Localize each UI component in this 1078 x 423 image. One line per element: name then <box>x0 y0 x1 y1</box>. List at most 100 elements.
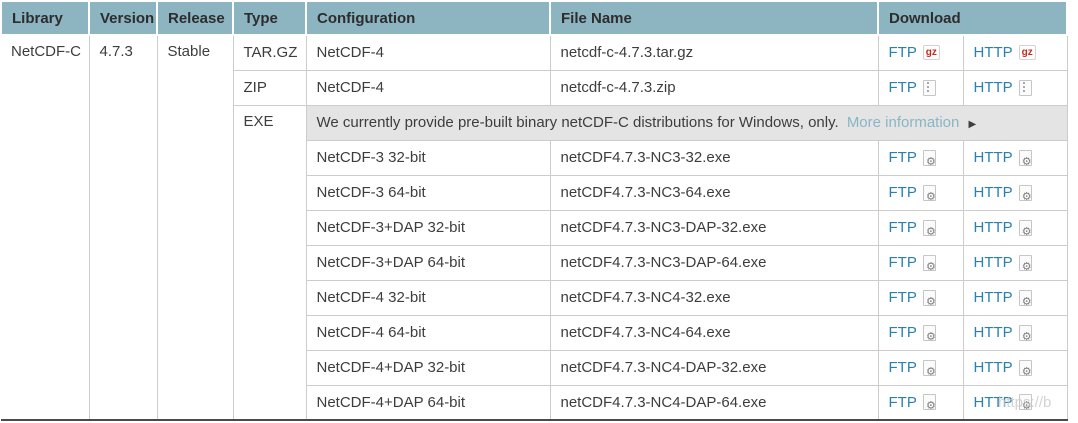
ftp-link[interactable]: FTP <box>888 324 936 343</box>
table-row: NetCDF-C 4.7.3 Stable TAR.GZ NetCDF-4 ne… <box>1 34 1068 421</box>
ftp-link[interactable]: FTP <box>888 254 936 273</box>
configuration-cell: NetCDF-4 <box>305 34 551 71</box>
ftp-link-label: FTP <box>888 254 917 271</box>
exe-file-icon <box>922 219 936 238</box>
http-cell: HTTP <box>962 244 1068 281</box>
exe-file-icon <box>1018 149 1032 168</box>
configuration-cell: NetCDF-4+DAP 32-bit <box>305 349 551 386</box>
http-link[interactable]: HTTP <box>974 184 1032 203</box>
version-cell: 4.7.3 <box>88 34 158 421</box>
exe-file-icon <box>1018 219 1032 238</box>
ftp-link-label: FTP <box>888 184 917 201</box>
file-name-cell: netCDF4.7.3-NC4-DAP-64.exe <box>549 384 879 421</box>
http-link[interactable]: HTTP <box>973 359 1032 378</box>
http-cell: HTTP <box>962 139 1068 176</box>
file-name-cell: netCDF4.7.3-NC3-DAP-64.exe <box>549 244 879 281</box>
http-link[interactable]: HTTP gz <box>974 44 1036 61</box>
type-cell: ZIP <box>232 69 307 106</box>
http-link-label: HTTP <box>973 79 1013 96</box>
http-cell: HTTP <box>962 279 1068 316</box>
ftp-cell: FTP <box>877 139 964 176</box>
http-link-label: HTTP <box>973 44 1013 62</box>
ftp-cell: FTP <box>877 244 964 281</box>
type-cell: TAR.GZ <box>232 34 307 71</box>
file-name-cell: netcdf-c-4.7.3.tar.gz <box>549 34 879 71</box>
windows-binary-notice: We currently provide pre-built binary ne… <box>305 104 1068 141</box>
notice-text: We currently provide pre-built binary ne… <box>316 114 839 131</box>
http-cell: HTTP <box>962 384 1068 421</box>
http-cell: HTTP <box>962 349 1068 386</box>
ftp-cell: FTP <box>877 174 964 211</box>
configuration-cell: NetCDF-3+DAP 32-bit <box>305 209 551 246</box>
zip-file-icon <box>1018 79 1032 96</box>
ftp-cell: FTP gz <box>877 34 964 71</box>
ftp-link-label: FTP <box>888 219 917 236</box>
ftp-link-label: FTP <box>888 44 917 62</box>
table-row: NetCDF-4+DAP 64-bit netCDF4.7.3-NC4-DAP-… <box>1 384 1068 421</box>
more-information-link[interactable]: More information <box>846 114 960 131</box>
http-link[interactable]: HTTP <box>973 393 1032 412</box>
gz-file-icon: gz <box>922 45 940 61</box>
ftp-link[interactable]: FTP <box>888 184 936 203</box>
http-link-label: HTTP <box>973 393 1013 411</box>
http-link-label: HTTP <box>973 219 1013 236</box>
zip-file-icon <box>922 79 936 96</box>
configuration-cell: NetCDF-4+DAP 64-bit <box>305 384 551 421</box>
exe-file-icon <box>922 359 936 378</box>
ftp-link[interactable]: FTP <box>888 149 936 168</box>
http-link[interactable]: HTTP <box>974 149 1032 168</box>
ftp-cell: FTP <box>877 209 964 246</box>
ftp-link-label: FTP <box>888 79 917 96</box>
http-cell: HTTP <box>962 314 1068 351</box>
exe-file-icon <box>1018 289 1032 308</box>
column-header-file-name: File Name <box>549 0 879 36</box>
http-link[interactable]: HTTP <box>973 219 1032 238</box>
http-link-label: HTTP <box>973 289 1013 306</box>
exe-file-icon <box>1018 359 1032 378</box>
expand-arrow-icon[interactable]: ▶ <box>968 119 977 130</box>
configuration-cell: NetCDF-4 32-bit <box>305 279 551 316</box>
file-name-cell: netcdf-c-4.7.3.zip <box>549 69 879 106</box>
table-row: ZIP NetCDF-4 netcdf-c-4.7.3.zip FTP HTTP <box>1 69 1068 106</box>
ftp-link-label: FTP <box>888 149 917 166</box>
table-row: NetCDF-4 64-bit netCDF4.7.3-NC4-64.exe F… <box>1 314 1068 351</box>
file-name-cell: netCDF4.7.3-NC4-32.exe <box>549 279 879 316</box>
ftp-link[interactable]: FTP <box>888 219 936 238</box>
ftp-link[interactable]: FTP <box>889 359 936 378</box>
exe-file-icon <box>1018 394 1032 412</box>
http-link-label: HTTP <box>973 359 1013 376</box>
ftp-link-label: FTP <box>888 324 917 341</box>
table-row: NetCDF-4+DAP 32-bit netCDF4.7.3-NC4-DAP-… <box>1 349 1068 386</box>
ftp-link[interactable]: FTP <box>889 79 936 96</box>
ftp-link-label: FTP <box>888 289 917 306</box>
http-cell: HTTP <box>962 69 1068 106</box>
exe-file-icon <box>922 289 936 308</box>
table-row: NetCDF-4 32-bit netCDF4.7.3-NC4-32.exe F… <box>1 279 1068 316</box>
header-row: Library Version Release Type Configurati… <box>0 0 1069 36</box>
ftp-link-label: FTP <box>888 393 917 411</box>
column-header-type: Type <box>232 0 307 36</box>
configuration-cell: NetCDF-3 32-bit <box>305 139 551 176</box>
column-header-download: Download <box>876 0 1069 36</box>
column-header-library: Library <box>0 0 90 36</box>
http-link[interactable]: HTTP <box>973 254 1032 273</box>
column-header-release: Release <box>156 0 234 36</box>
ftp-link[interactable]: FTP <box>888 289 936 308</box>
http-link-label: HTTP <box>973 254 1013 271</box>
ftp-link[interactable]: FTP gz <box>889 44 940 61</box>
file-name-cell: netCDF4.7.3-NC3-DAP-32.exe <box>549 209 879 246</box>
ftp-cell: FTP <box>877 349 964 386</box>
http-link[interactable]: HTTP <box>973 289 1032 308</box>
ftp-link[interactable]: FTP <box>888 393 936 412</box>
configuration-cell: NetCDF-3 64-bit <box>305 174 551 211</box>
http-cell: HTTP gz <box>962 34 1068 71</box>
http-link-label: HTTP <box>973 324 1013 341</box>
configuration-cell: NetCDF-4 <box>305 69 551 106</box>
http-link[interactable]: HTTP <box>973 324 1032 343</box>
gz-file-icon: gz <box>1018 45 1036 61</box>
http-link[interactable]: HTTP <box>974 79 1032 96</box>
exe-file-icon <box>922 149 936 168</box>
column-header-configuration: Configuration <box>305 0 551 36</box>
exe-file-icon <box>922 324 936 343</box>
